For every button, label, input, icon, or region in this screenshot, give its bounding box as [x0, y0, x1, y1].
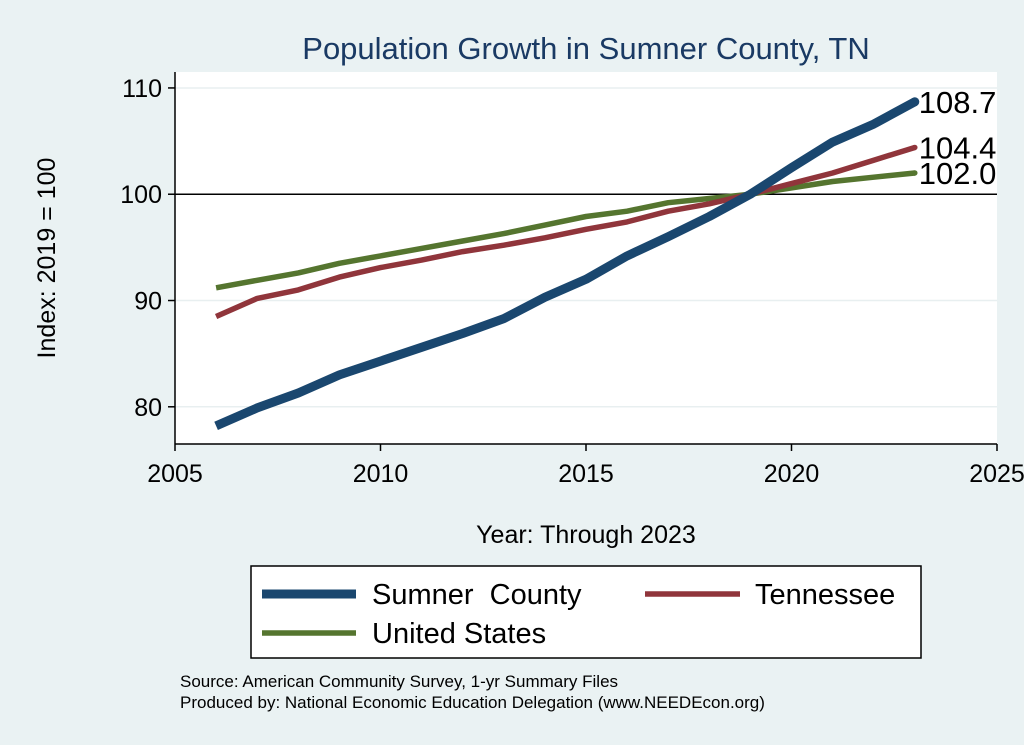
- y-ticks: 80 90 100 110: [120, 75, 175, 422]
- x-tick-label-2025: 2025: [969, 460, 1024, 488]
- series-endpoint-sumner-county: [910, 97, 920, 107]
- legend-label-united-states: United States: [372, 618, 546, 650]
- legend-label-sumner: Sumner County: [372, 579, 582, 611]
- x-axis-label: Year: Through 2023: [476, 521, 696, 549]
- series-endpoint-tennessee: [912, 144, 918, 151]
- legend: Sumner County Tennessee United States: [250, 565, 922, 659]
- end-label-sumner-county: 108.7: [919, 85, 997, 120]
- series-line-sumner-county: [214, 97, 917, 431]
- chart-title: Population Growth in Sumner County, TN: [302, 31, 869, 66]
- y-tick-label-110: 110: [122, 75, 162, 103]
- x-tick-label-2015: 2015: [558, 460, 614, 488]
- series-line-tennessee: [214, 144, 916, 320]
- series-endpoint-united-states: [912, 170, 918, 176]
- produced-by-note: Produced by: National Economic Education…: [180, 693, 765, 712]
- source-note: Source: American Community Survey, 1-yr …: [180, 672, 618, 691]
- x-tick-label-2005: 2005: [147, 460, 203, 488]
- end-label-united-states: 102.0: [919, 156, 997, 191]
- y-tick-label-90: 90: [134, 288, 162, 316]
- y-axis-label: Index: 2019 = 100: [33, 158, 61, 359]
- x-tick-label-2010: 2010: [353, 460, 409, 488]
- legend-label-tennessee: Tennessee: [755, 579, 895, 611]
- legend-box: [250, 565, 922, 659]
- series-line-united-states: [215, 170, 916, 291]
- x-tick-label-2020: 2020: [764, 460, 820, 488]
- y-tick-label-100: 100: [120, 181, 162, 209]
- y-tick-label-80: 80: [134, 394, 162, 422]
- series-lines: [214, 97, 920, 431]
- x-ticks: 2005 2010 2015 2020 2025: [147, 444, 1024, 488]
- end-label-tennessee: 104.4: [919, 130, 997, 165]
